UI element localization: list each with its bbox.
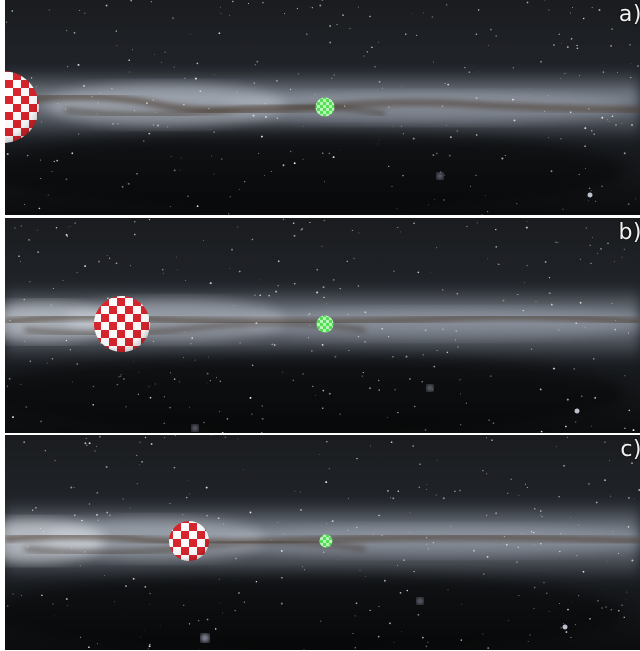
- panel-b: b): [5, 218, 640, 433]
- stars-b: [6, 218, 635, 433]
- panel-label: b): [618, 220, 640, 245]
- small-checkered-sphere: [319, 534, 333, 548]
- small-checkered-sphere: [315, 97, 335, 117]
- stars-c: [7, 435, 640, 650]
- stars-a: [6, 0, 639, 215]
- panel-a: a): [5, 0, 640, 215]
- small-checkered-sphere: [316, 315, 334, 333]
- panel-label: c): [620, 437, 640, 462]
- panel-label: a): [618, 2, 640, 27]
- milky-way-image-a: [5, 0, 640, 215]
- milky-way-image-c: [5, 435, 640, 650]
- panel-c: c): [5, 435, 640, 650]
- milky-way-image-b: [5, 218, 640, 433]
